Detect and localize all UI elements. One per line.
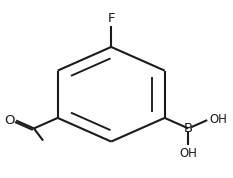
Text: B: B: [184, 122, 193, 135]
Text: OH: OH: [209, 113, 227, 126]
Text: O: O: [4, 114, 15, 127]
Text: F: F: [107, 12, 115, 25]
Text: OH: OH: [179, 147, 197, 160]
